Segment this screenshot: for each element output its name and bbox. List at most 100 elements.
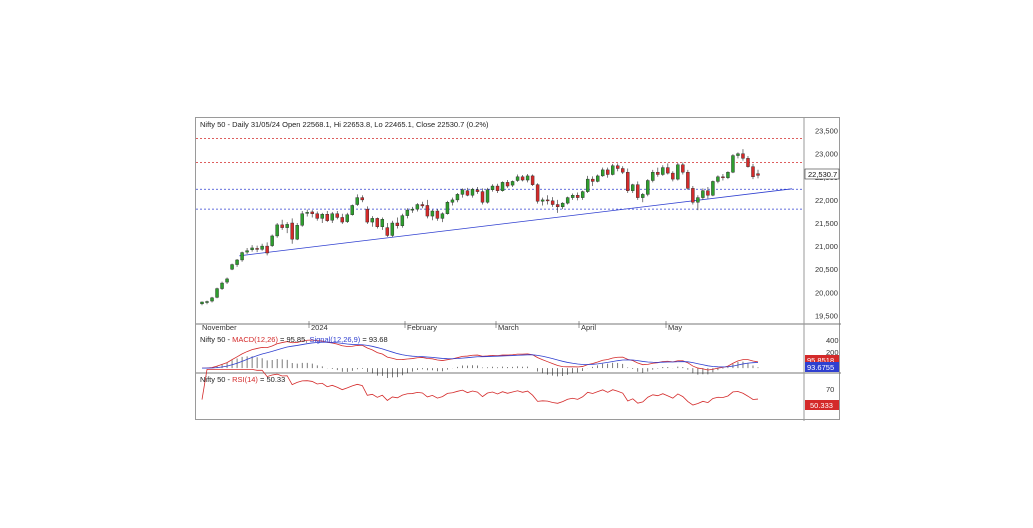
- month-label-may: May: [668, 323, 682, 332]
- candle-body: [741, 153, 745, 159]
- candle-body: [340, 217, 344, 223]
- candle-body: [475, 189, 480, 192]
- price-axis-label: 23,000: [815, 150, 838, 159]
- candle-body: [410, 208, 415, 211]
- candle-body: [540, 199, 545, 202]
- candle-body: [706, 190, 710, 196]
- candle-body: [270, 235, 274, 246]
- candle-body: [525, 175, 530, 181]
- candle-body: [736, 153, 740, 156]
- candle-body: [560, 202, 565, 208]
- rsi-line: [201, 368, 759, 406]
- candle-body: [225, 278, 229, 283]
- rsi-header: Nifty 50 - RSI(14) = 50.33: [200, 375, 285, 384]
- candle-body: [365, 208, 370, 223]
- candle-body: [601, 169, 605, 177]
- candle-body: [440, 213, 445, 219]
- candle-body: [726, 171, 730, 178]
- rsi-value-tag-label: 50.333: [810, 401, 833, 410]
- candle-body: [565, 197, 570, 204]
- candle-body: [205, 301, 209, 303]
- last-price-tag: [804, 168, 840, 180]
- candle-body: [656, 171, 660, 175]
- price-axis-label: 21,000: [815, 242, 838, 251]
- signal-value-tag-label: 93.6755: [807, 363, 834, 372]
- candle-body: [285, 224, 289, 228]
- candle-body: [711, 181, 715, 196]
- rsi-value-tag: [805, 400, 839, 410]
- candle-body: [611, 165, 615, 175]
- candle-body: [616, 165, 620, 169]
- candle-body: [465, 190, 470, 196]
- candle-body: [405, 209, 410, 216]
- macd-histogram: [206, 356, 759, 379]
- macd-axis-200: 200: [826, 348, 839, 357]
- candles: [200, 149, 760, 306]
- candle-body: [696, 197, 700, 203]
- candle-body: [450, 199, 455, 203]
- candle-body: [751, 166, 755, 178]
- candle-body: [505, 182, 510, 187]
- candle-body: [290, 222, 294, 240]
- candle-body: [585, 178, 590, 192]
- candle-body: [245, 250, 249, 253]
- candle-body: [596, 175, 600, 182]
- price-axis: 23,50023,00022,50022,00021,50021,00020,5…: [815, 127, 838, 321]
- macd-line: [201, 339, 759, 371]
- candle-body: [691, 188, 695, 203]
- candle-body: [220, 282, 224, 289]
- candle-body: [606, 169, 610, 175]
- candle-body: [646, 180, 650, 195]
- candle-body: [280, 224, 284, 228]
- macd-value-tag: [805, 355, 839, 365]
- chart-frame: Nifty 50 - Daily 31/05/24 Open 22568.1, …: [195, 117, 841, 421]
- candle-body: [490, 185, 495, 190]
- candle-body: [305, 212, 309, 214]
- candle-body: [470, 189, 475, 196]
- price-axis-label: 20,000: [815, 288, 838, 297]
- candle-body: [485, 189, 490, 203]
- candle-body: [636, 184, 640, 198]
- candle-body: [731, 155, 735, 173]
- candle-body: [570, 195, 575, 198]
- candle-body: [200, 301, 204, 305]
- month-label-march: March: [498, 323, 519, 332]
- candle-body: [380, 219, 385, 227]
- candle-body: [330, 213, 334, 221]
- macd-value-tag-label: 95.8518: [807, 356, 834, 365]
- candle-body: [295, 225, 299, 240]
- candle-body: [701, 190, 705, 198]
- price-axis-label: 22,000: [815, 196, 838, 205]
- candle-body: [575, 195, 580, 198]
- candle-body: [666, 167, 670, 174]
- candle-body: [535, 184, 540, 202]
- rsi-axis-70: 70: [826, 385, 834, 394]
- candle-body: [335, 213, 339, 218]
- candle-body: [310, 211, 314, 214]
- candle-body: [230, 264, 234, 270]
- candle-body: [746, 158, 750, 167]
- candle-body: [395, 222, 400, 226]
- chart-title: Nifty 50 - Daily 31/05/24 Open 22568.1, …: [200, 120, 489, 129]
- candle-body: [375, 218, 380, 227]
- candle-body: [240, 252, 244, 261]
- candle-body: [651, 171, 655, 181]
- signal-value-tag: [805, 362, 839, 372]
- candle-body: [415, 204, 420, 210]
- candle-body: [455, 194, 460, 201]
- price-axis-label: 21,500: [815, 219, 838, 228]
- candle-body: [716, 176, 720, 182]
- candle-body: [210, 297, 214, 302]
- candle-body: [215, 288, 219, 298]
- candle-body: [500, 182, 505, 191]
- candle-body: [320, 214, 324, 219]
- month-label-february: February: [407, 323, 437, 332]
- candle-body: [300, 213, 304, 226]
- candle-body: [621, 168, 625, 173]
- candle-body: [580, 191, 585, 198]
- macd-header: Nifty 50 - MACD(12,26) = 95.85, Signal(1…: [200, 335, 388, 344]
- candle-body: [515, 176, 520, 181]
- candle-body: [445, 202, 450, 214]
- candle-body: [550, 200, 555, 205]
- candle-body: [255, 248, 259, 250]
